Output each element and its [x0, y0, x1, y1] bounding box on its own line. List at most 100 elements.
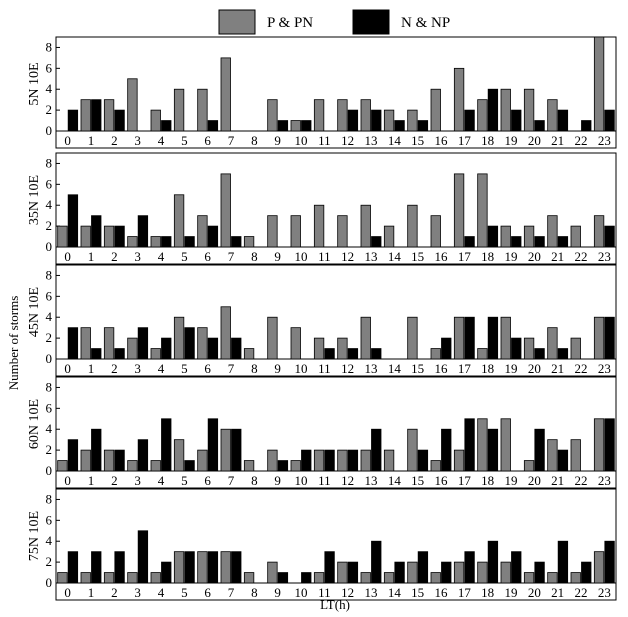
bar-p-pn	[80, 225, 91, 248]
bar-p-pn	[407, 316, 418, 360]
bar-n-np	[604, 225, 615, 248]
y-tick-label: 4	[46, 81, 53, 96]
x-tick-label: 0	[64, 133, 71, 148]
bar-n-np	[511, 551, 522, 584]
x-tick-label: 3	[134, 361, 141, 376]
bar-p-pn	[290, 120, 301, 132]
x-tick-label: 7	[228, 473, 235, 488]
x-tick-label: 19	[505, 473, 518, 488]
panel-label: 45N 10E	[27, 287, 42, 337]
x-tick-label: 14	[388, 585, 402, 600]
x-tick-label: 15	[411, 361, 424, 376]
bar-p-pn	[453, 561, 465, 584]
bar-n-np	[324, 348, 335, 360]
bar-n-np	[581, 120, 592, 132]
x-tick-label: 11	[318, 585, 331, 600]
bar-n-np	[371, 540, 382, 584]
x-tick-label: 17	[458, 133, 472, 148]
x-tick-label: 16	[435, 585, 449, 600]
bar-p-pn	[57, 460, 68, 472]
bar-n-np	[417, 551, 429, 584]
y-tick-label: 0	[46, 463, 53, 478]
x-tick-label: 23	[598, 361, 611, 376]
x-tick-label: 19	[505, 133, 518, 148]
x-tick-label: 2	[111, 585, 118, 600]
bar-n-np	[161, 337, 172, 360]
x-tick-label: 0	[64, 473, 71, 488]
x-tick-label: 1	[88, 249, 95, 264]
bar-n-np	[604, 540, 615, 584]
x-tick-label: 4	[158, 585, 165, 600]
bar-p-pn	[313, 204, 325, 248]
bar-n-np	[557, 449, 569, 472]
bar-p-pn	[267, 215, 278, 248]
y-tick-label: 6	[46, 400, 53, 415]
bar-n-np	[347, 561, 359, 584]
bar-p-pn	[337, 561, 348, 584]
x-tick-label: 18	[481, 133, 494, 148]
bar-p-pn	[407, 561, 418, 584]
x-tick-label: 13	[365, 249, 378, 264]
bar-n-np	[534, 561, 545, 584]
x-tick-label: 22	[575, 585, 588, 600]
bar-p-pn	[593, 551, 605, 584]
bar-p-pn	[103, 327, 115, 360]
x-tick-label: 8	[251, 361, 258, 376]
y-tick-label: 4	[46, 533, 53, 548]
bar-p-pn	[127, 460, 138, 472]
bar-n-np	[207, 337, 219, 360]
bar-p-pn	[453, 173, 465, 248]
x-tick-label: 14	[388, 133, 402, 148]
bar-p-pn	[290, 215, 301, 248]
bar-p-pn	[477, 99, 488, 132]
bar-n-np	[324, 551, 335, 584]
bar-p-pn	[523, 337, 535, 360]
bar-p-pn	[337, 449, 348, 472]
bar-n-np	[67, 194, 79, 248]
x-tick-label: 22	[575, 361, 588, 376]
bar-n-np	[161, 236, 172, 248]
x-tick-label: 9	[274, 585, 281, 600]
bar-n-np	[114, 551, 125, 584]
bar-p-pn	[243, 572, 255, 584]
bar-p-pn	[523, 225, 535, 248]
bar-n-np	[464, 109, 475, 132]
x-tick-label: 5	[181, 585, 188, 600]
x-tick-label: 19	[505, 361, 518, 376]
bar-p-pn	[523, 88, 535, 132]
bar-n-np	[137, 327, 149, 360]
bar-p-pn	[103, 572, 115, 584]
y-tick-label: 6	[46, 288, 53, 303]
bar-n-np	[534, 348, 545, 360]
bar-n-np	[301, 572, 312, 584]
bar-n-np	[137, 215, 149, 248]
bar-n-np	[277, 460, 289, 472]
bar-n-np	[161, 418, 172, 472]
x-tick-label: 10	[295, 473, 308, 488]
x-tick-label: 9	[274, 249, 281, 264]
bar-p-pn	[500, 88, 511, 132]
x-tick-label: 6	[204, 249, 211, 264]
y-tick-label: 8	[46, 491, 53, 506]
x-tick-label: 7	[228, 133, 235, 148]
bar-n-np	[114, 225, 125, 248]
panel-label: 75N 10E	[27, 511, 42, 561]
bar-p-pn	[360, 449, 371, 472]
bar-n-np	[371, 236, 382, 248]
bar-p-pn	[243, 348, 255, 360]
bar-n-np	[347, 348, 359, 360]
bar-p-pn	[103, 449, 115, 472]
x-tick-label: 2	[111, 361, 118, 376]
x-tick-label: 16	[435, 249, 449, 264]
bar-n-np	[371, 428, 382, 472]
bar-p-pn	[593, 316, 605, 360]
bar-p-pn	[150, 109, 161, 132]
bar-n-np	[371, 109, 382, 132]
x-tick-label: 15	[411, 585, 424, 600]
x-tick-label: 23	[598, 473, 611, 488]
bar-n-np	[277, 572, 289, 584]
bar-p-pn	[127, 236, 138, 248]
bar-p-pn	[243, 236, 255, 248]
x-tick-label: 3	[134, 133, 141, 148]
